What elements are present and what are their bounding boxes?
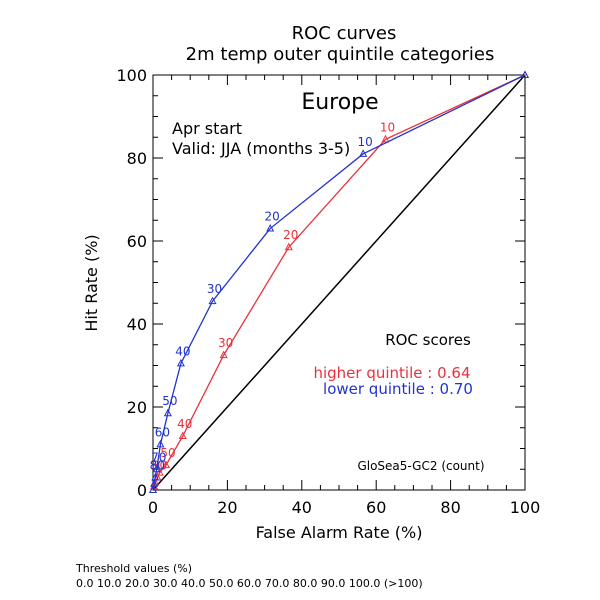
point-label-lower-quintile: 30 <box>207 282 222 296</box>
point-label-higher-quintile: 20 <box>283 228 298 242</box>
y-tick-label: 40 <box>127 315 147 334</box>
x-tick-label: 0 <box>148 498 158 517</box>
point-label-lower-quintile: 80 <box>150 459 165 473</box>
x-tick-label: 60 <box>366 498 386 517</box>
point-marker-higher-quintile <box>161 460 171 469</box>
scores-title: ROC scores <box>385 331 471 349</box>
point-marker-lower-quintile <box>208 296 217 305</box>
valid-label: Valid: JJA (months 3-5) <box>172 139 350 158</box>
point-marker-lower-quintile <box>520 70 530 78</box>
no-skill-diagonal <box>152 74 526 491</box>
point-label-lower-quintile: 20 <box>265 210 280 224</box>
plot-area: 0 20 40 60 80 1000204060801008050403020108070… <box>116 66 540 517</box>
model-label: GloSea5-GC2 (count) <box>357 459 484 473</box>
point-marker-lower-quintile <box>156 439 165 448</box>
y-tick-label: 0 <box>137 481 147 500</box>
y-tick-label: 20 <box>127 398 147 417</box>
point-label-higher-quintile: 30 <box>218 336 233 350</box>
y-tick-label: 80 <box>127 149 147 168</box>
point-label-lower-quintile: 60 <box>155 425 170 439</box>
point-marker-lower-quintile <box>266 223 275 232</box>
point-marker-higher-quintile <box>178 431 187 440</box>
point-label-higher-quintile: 40 <box>177 417 192 431</box>
x-tick-label: 80 <box>440 498 460 517</box>
point-marker-lower-quintile <box>151 472 160 481</box>
y-axis-label: Hit Rate (%) <box>82 234 101 331</box>
x-tick-label: 20 <box>217 498 237 517</box>
point-marker-lower-quintile <box>176 358 185 367</box>
threshold-values: 0.0 10.0 20.0 30.0 40.0 50.0 60.0 70.0 8… <box>76 577 423 590</box>
point-marker-lower-quintile <box>359 149 368 157</box>
score-higher-quintile: higher quintile : 0.64 <box>313 364 470 382</box>
x-axis-label: False Alarm Rate (%) <box>256 523 423 542</box>
point-label-lower-quintile: 70 <box>151 450 166 464</box>
y-tick-label: 60 <box>127 232 147 251</box>
point-marker-lower-quintile <box>148 485 158 493</box>
x-tick-label: 100 <box>510 498 541 517</box>
point-marker-lower-quintile <box>152 464 161 473</box>
point-marker-lower-quintile <box>163 408 172 417</box>
point-marker-higher-quintile <box>219 350 228 359</box>
region-label: Europe <box>301 90 378 115</box>
chart-title: ROC curves <box>292 23 397 44</box>
point-marker-higher-quintile <box>284 242 293 251</box>
point-label-lower-quintile: 10 <box>358 135 373 149</box>
point-label-higher-quintile: 10 <box>380 120 395 134</box>
threshold-title: Threshold values (%) <box>76 562 193 575</box>
start-label: Apr start <box>172 119 242 138</box>
point-label-lower-quintile: 50 <box>162 394 177 408</box>
x-tick-label: 40 <box>292 498 312 517</box>
y-tick-label: 100 <box>116 66 147 85</box>
point-marker-higher-quintile <box>381 134 390 143</box>
point-label-higher-quintile: 80 <box>152 459 167 473</box>
score-lower-quintile: lower quintile : 0.70 <box>323 380 473 398</box>
point-label-higher-quintile: 50 <box>160 446 175 460</box>
chart-subtitle: 2m temp outer quintile categories <box>186 44 495 65</box>
point-marker-lower-quintile <box>150 479 159 487</box>
point-label-lower-quintile: 40 <box>175 344 190 358</box>
